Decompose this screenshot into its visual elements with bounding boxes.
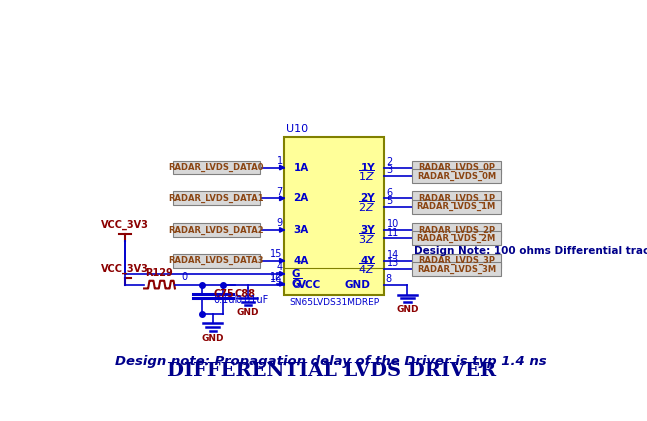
Text: 15: 15 <box>270 249 283 259</box>
Text: RADAR_LVDS_3M: RADAR_LVDS_3M <box>417 265 496 274</box>
Bar <box>412 192 501 205</box>
Text: C88: C88 <box>235 289 256 299</box>
Text: 2Y: 2Y <box>360 193 375 203</box>
Text: 12: 12 <box>270 272 283 282</box>
Text: VCC_3V3: VCC_3V3 <box>101 264 149 274</box>
Bar <box>173 223 259 237</box>
Text: G: G <box>292 279 300 289</box>
Text: RADAR_LVDS_3P: RADAR_LVDS_3P <box>418 256 495 265</box>
Text: Design note: Propagation delay of the Driver is typ 1.4 ns: Design note: Propagation delay of the Dr… <box>115 354 547 368</box>
Text: 0.1uF: 0.1uF <box>214 295 241 305</box>
Bar <box>412 232 501 245</box>
Text: $\overline{G}$: $\overline{G}$ <box>292 277 303 291</box>
Text: $\overline{3Z}$: $\overline{3Z}$ <box>358 231 375 246</box>
Text: GND: GND <box>345 280 371 290</box>
Text: 5: 5 <box>387 196 393 206</box>
Text: 10: 10 <box>387 219 399 229</box>
Text: RADAR_LVDS_2M: RADAR_LVDS_2M <box>417 234 496 243</box>
Text: G: G <box>292 269 300 279</box>
Text: 3A: 3A <box>294 225 309 235</box>
Text: 4A: 4A <box>294 256 309 266</box>
Text: 3Y: 3Y <box>360 225 375 235</box>
Text: RADAR_LVDS_2P: RADAR_LVDS_2P <box>418 225 495 234</box>
Text: 7: 7 <box>276 187 283 197</box>
Bar <box>173 192 259 205</box>
Polygon shape <box>280 228 284 232</box>
Bar <box>284 137 384 296</box>
Text: 11: 11 <box>387 228 399 237</box>
Text: 9: 9 <box>276 218 283 228</box>
Text: U10: U10 <box>286 124 308 134</box>
Text: 0: 0 <box>181 272 187 282</box>
Bar <box>412 200 501 214</box>
Bar <box>173 254 259 268</box>
Text: $\overline{1Z}$: $\overline{1Z}$ <box>358 169 375 184</box>
Text: RADAR_LVDS_1P: RADAR_LVDS_1P <box>418 194 495 203</box>
Text: RADAR_LVDS_0P: RADAR_LVDS_0P <box>418 163 495 172</box>
Text: VCC_3V3: VCC_3V3 <box>101 220 149 230</box>
Text: 4Y: 4Y <box>360 256 375 266</box>
Text: GND: GND <box>237 309 259 317</box>
Text: Design Note: 100 ohms Differential traces: Design Note: 100 ohms Differential trace… <box>413 246 647 256</box>
Text: 3: 3 <box>387 165 393 175</box>
Text: 14: 14 <box>387 250 399 260</box>
Text: DIFFERENTIAL LVDS DRIVER: DIFFERENTIAL LVDS DRIVER <box>167 362 496 380</box>
Text: $\overline{4Z}$: $\overline{4Z}$ <box>358 262 375 277</box>
Text: 4: 4 <box>276 262 283 272</box>
Text: C75: C75 <box>214 289 234 299</box>
Text: 2A: 2A <box>294 193 309 203</box>
Polygon shape <box>280 165 284 170</box>
Text: RADAR_LVDS_DATA1: RADAR_LVDS_DATA1 <box>169 194 264 203</box>
Text: SN65LVDS31MDREP: SN65LVDS31MDREP <box>289 298 379 307</box>
Polygon shape <box>280 272 284 276</box>
Text: RADAR_LVDS_1M: RADAR_LVDS_1M <box>417 202 496 211</box>
Text: 1: 1 <box>276 156 283 166</box>
Text: 2: 2 <box>387 157 393 167</box>
Bar <box>412 254 501 268</box>
Polygon shape <box>280 282 284 286</box>
Bar <box>412 223 501 237</box>
Bar <box>412 169 501 183</box>
Text: RADAR_LVDS_0M: RADAR_LVDS_0M <box>417 171 496 181</box>
Text: $\overline{2Z}$: $\overline{2Z}$ <box>358 200 375 214</box>
Text: GND: GND <box>201 334 224 343</box>
Text: 16: 16 <box>270 274 283 284</box>
Text: GND: GND <box>396 305 419 314</box>
Polygon shape <box>280 258 284 263</box>
Bar <box>173 161 259 174</box>
Text: RADAR_LVDS_DATA2: RADAR_LVDS_DATA2 <box>169 225 264 234</box>
Text: VCC: VCC <box>298 280 322 290</box>
Polygon shape <box>280 196 284 201</box>
Text: 1A: 1A <box>294 163 309 173</box>
Text: R129: R129 <box>146 269 173 278</box>
Text: 13: 13 <box>387 258 399 269</box>
Text: RADAR_LVDS_DATA3: RADAR_LVDS_DATA3 <box>169 256 264 265</box>
Text: 8: 8 <box>386 274 392 284</box>
Text: 6: 6 <box>387 188 393 197</box>
Text: RADAR_LVDS_DATA0: RADAR_LVDS_DATA0 <box>169 163 264 172</box>
Text: 1Y: 1Y <box>360 163 375 173</box>
Bar <box>412 161 501 174</box>
Text: 0.01uF: 0.01uF <box>235 295 269 305</box>
Bar <box>412 262 501 276</box>
